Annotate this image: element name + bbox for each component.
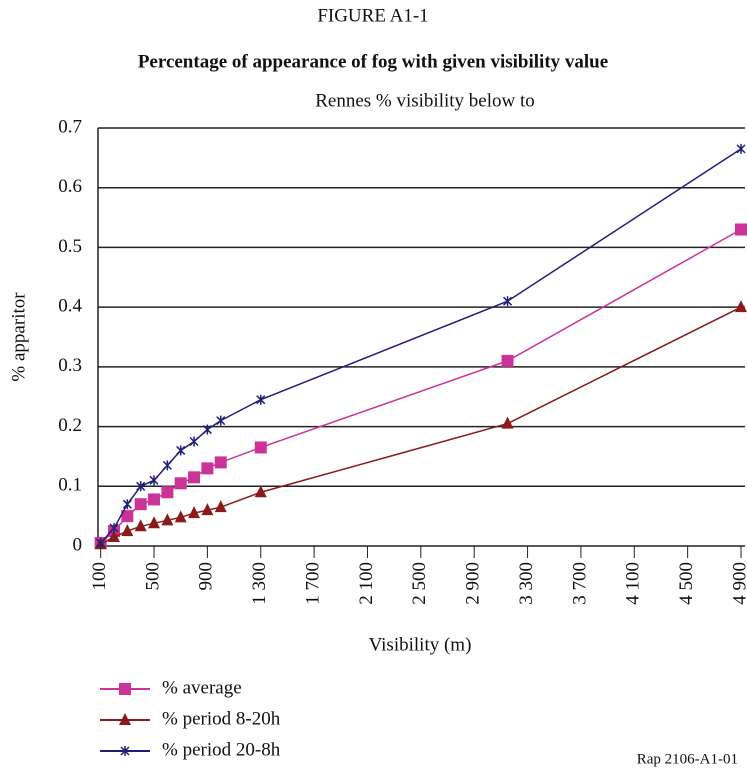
- legend-label: % average: [162, 677, 242, 698]
- y-tick-label: 0: [73, 534, 83, 555]
- data-point: [121, 524, 134, 537]
- y-tick-label: 0.2: [58, 415, 82, 436]
- data-point: [134, 519, 147, 532]
- data-point: [736, 143, 746, 154]
- data-point: [214, 456, 227, 469]
- data-point: [161, 486, 174, 499]
- data-point: [109, 523, 119, 534]
- data-point: [201, 503, 214, 516]
- y-tick-label: 0.4: [58, 296, 82, 317]
- legend-marker: [119, 713, 131, 725]
- x-tick-label: 2 500: [409, 562, 430, 605]
- x-tick-label: 3 300: [516, 562, 537, 605]
- x-tick-label: 100: [89, 562, 110, 591]
- data-point: [148, 493, 161, 506]
- data-point: [214, 500, 227, 513]
- data-point: [174, 477, 187, 490]
- data-point: [202, 424, 212, 435]
- series-line: [100, 306, 742, 545]
- data-point: [136, 481, 146, 492]
- figure-label: FIGURE A1-1: [317, 5, 428, 26]
- x-axis-label: Visibility (m): [369, 634, 472, 655]
- y-tick-label: 0.7: [58, 116, 82, 137]
- x-tick-label: 4 500: [676, 562, 697, 605]
- x-tick-label: 2 900: [463, 562, 484, 605]
- y-axis-label: % apparitor: [8, 292, 29, 382]
- data-point: [161, 513, 174, 526]
- data-point: [189, 436, 199, 447]
- data-point: [188, 506, 201, 519]
- x-tick-label: 4 100: [623, 562, 644, 605]
- data-point: [256, 394, 266, 405]
- y-tick-label: 0.6: [58, 176, 82, 197]
- data-point: [162, 460, 172, 471]
- x-tick-label: 900: [196, 562, 217, 591]
- chart-title: Percentage of appearance of fog with giv…: [138, 51, 608, 72]
- x-tick-label: 2 100: [356, 562, 377, 605]
- y-tick-label: 0.1: [58, 475, 82, 496]
- note: Rap 2106-A1-01: [637, 751, 738, 767]
- data-point: [121, 510, 134, 523]
- data-point: [503, 296, 513, 307]
- x-tick-label: 4 900: [729, 562, 747, 605]
- data-point: [501, 354, 514, 367]
- data-point: [254, 485, 267, 498]
- x-tick-label: 3 700: [569, 562, 590, 605]
- data-point: [108, 530, 121, 543]
- data-point: [734, 223, 747, 236]
- y-tick-label: 0.3: [58, 355, 82, 376]
- chart-subtitle: Rennes % visibility below to: [315, 90, 535, 111]
- x-tick-label: 1 700: [302, 562, 323, 605]
- series-line: [100, 148, 742, 544]
- data-point: [501, 416, 514, 429]
- data-point: [201, 462, 214, 475]
- data-point: [176, 445, 186, 456]
- data-point: [216, 415, 226, 426]
- data-point: [734, 300, 747, 313]
- data-point: [254, 441, 267, 454]
- legend-label: % period 20-8h: [162, 739, 281, 760]
- y-tick-label: 0.5: [58, 236, 82, 257]
- series-line: [100, 228, 742, 544]
- legend-label: % period 8-20h: [162, 708, 281, 729]
- data-point: [188, 471, 201, 484]
- legend-marker: [120, 746, 130, 756]
- x-tick-label: 500: [142, 562, 163, 591]
- data-point: [122, 499, 132, 510]
- legend-marker: [119, 683, 131, 695]
- data-point: [96, 538, 106, 549]
- data-point: [148, 516, 161, 529]
- data-point: [149, 475, 159, 486]
- data-point: [174, 510, 187, 523]
- data-point: [134, 498, 147, 511]
- x-tick-label: 1 300: [249, 562, 270, 605]
